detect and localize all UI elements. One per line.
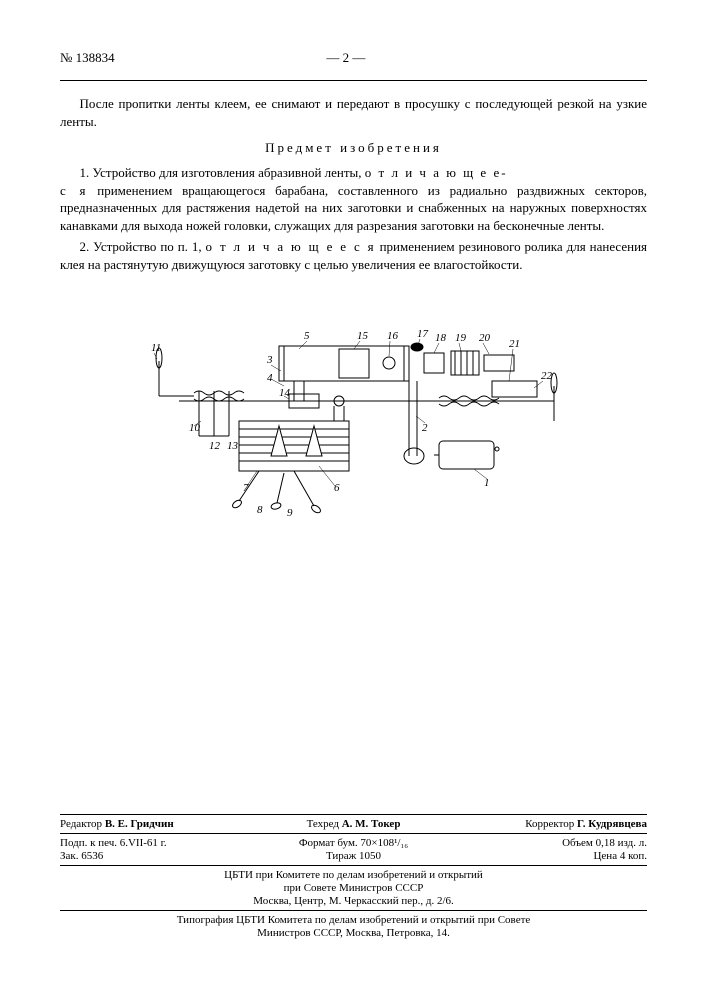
fig-label-6: 6 <box>334 482 340 494</box>
fig-label-10: 10 <box>189 422 201 434</box>
page: № 138834 — 2 — После пропитки ленты клее… <box>0 0 707 716</box>
fig-label-17: 17 <box>417 328 429 340</box>
fig-label-16: 16 <box>387 330 399 342</box>
addr-line: Москва, Центр, М. Черкасский пер., д. 2/… <box>60 895 647 907</box>
fig-label-4: 4 <box>267 372 273 384</box>
techred: Техред А. М. Токер <box>256 818 452 830</box>
corrector: Корректор Г. Кудрявцева <box>451 818 647 830</box>
claim-1-prefix: 1. Устройство для изготовления абразивно… <box>80 165 365 180</box>
order: Зак. 6536 <box>60 850 256 862</box>
mechanical-diagram: 1 2 3 4 5 6 7 8 9 10 11 12 13 14 15 16 1… <box>139 291 569 521</box>
claim-2-dist: о т л и ч а ю щ е е с я <box>206 239 376 254</box>
print-row-1: Подп. к печ. 6.VII-61 г. Формат бум. 70×… <box>60 837 647 849</box>
header-rule <box>60 80 647 81</box>
fig-label-21: 21 <box>509 338 520 350</box>
typo-line-2: Министров СССР, Москва, Петровка, 14. <box>60 927 647 939</box>
colophon-rule-2 <box>60 865 647 866</box>
doc-number: № 138834 <box>60 50 115 66</box>
claim-2: 2. Устройство по п. 1, о т л и ч а ю щ е… <box>60 238 647 273</box>
fig-label-19: 19 <box>455 332 467 344</box>
fig-label-15: 15 <box>357 330 369 342</box>
fig-label-5: 5 <box>304 330 310 342</box>
colophon-rule-3 <box>60 910 647 911</box>
org-line-2: при Совете Министров СССР <box>60 882 647 894</box>
fig-label-11: 11 <box>151 342 161 354</box>
colophon-rule-top <box>60 814 647 815</box>
print-row-2: Зак. 6536 Тираж 1050 Цена 4 коп. <box>60 850 647 862</box>
tirage: Тираж 1050 <box>256 850 452 862</box>
figure: 1 2 3 4 5 6 7 8 9 10 11 12 13 14 15 16 1… <box>60 291 647 526</box>
fig-label-8: 8 <box>257 504 263 516</box>
header-row: № 138834 — 2 — <box>60 50 647 66</box>
fig-label-13: 13 <box>227 440 239 452</box>
editor: Редактор В. Е. Гридчин <box>60 818 256 830</box>
claim-1: 1. Устройство для изготовления абразивно… <box>60 164 647 234</box>
fig-label-7: 7 <box>243 482 249 494</box>
fig-label-9: 9 <box>287 507 293 519</box>
fig-label-18: 18 <box>435 332 447 344</box>
fig-label-12: 12 <box>209 440 221 452</box>
claim-1-rest: применением вращающегося барабана, соста… <box>60 183 647 233</box>
price: Цена 4 коп. <box>451 850 647 862</box>
org-line-1: ЦБТИ при Комитете по делам изобретений и… <box>60 869 647 881</box>
format: Формат бум. 70×108¹/₁₆ <box>256 837 452 849</box>
claim-2-prefix: 2. Устройство по п. 1, <box>80 239 206 254</box>
fig-label-2: 2 <box>422 422 428 434</box>
claim-1-dist2: с я <box>60 183 88 198</box>
page-number: — 2 — <box>115 50 577 66</box>
intro-paragraph: После пропитки ленты клеем, ее снимают и… <box>60 95 647 130</box>
typo-line-1: Типография ЦБТИ Комитета по делам изобре… <box>60 914 647 926</box>
fig-label-22: 22 <box>541 370 553 382</box>
colophon: Редактор В. Е. Гридчин Техред А. М. Токе… <box>60 811 647 940</box>
section-title: Предмет изобретения <box>60 140 647 156</box>
fig-label-3: 3 <box>266 354 273 366</box>
sign-date: Подп. к печ. 6.VII-61 г. <box>60 837 256 849</box>
credits-row: Редактор В. Е. Гридчин Техред А. М. Токе… <box>60 818 647 830</box>
fig-label-14: 14 <box>279 387 291 399</box>
fig-label-20: 20 <box>479 332 491 344</box>
colophon-rule-1 <box>60 833 647 834</box>
claim-1-dist: о т л и ч а ю щ е е- <box>365 165 508 180</box>
volume: Объем 0,18 изд. л. <box>451 837 647 849</box>
